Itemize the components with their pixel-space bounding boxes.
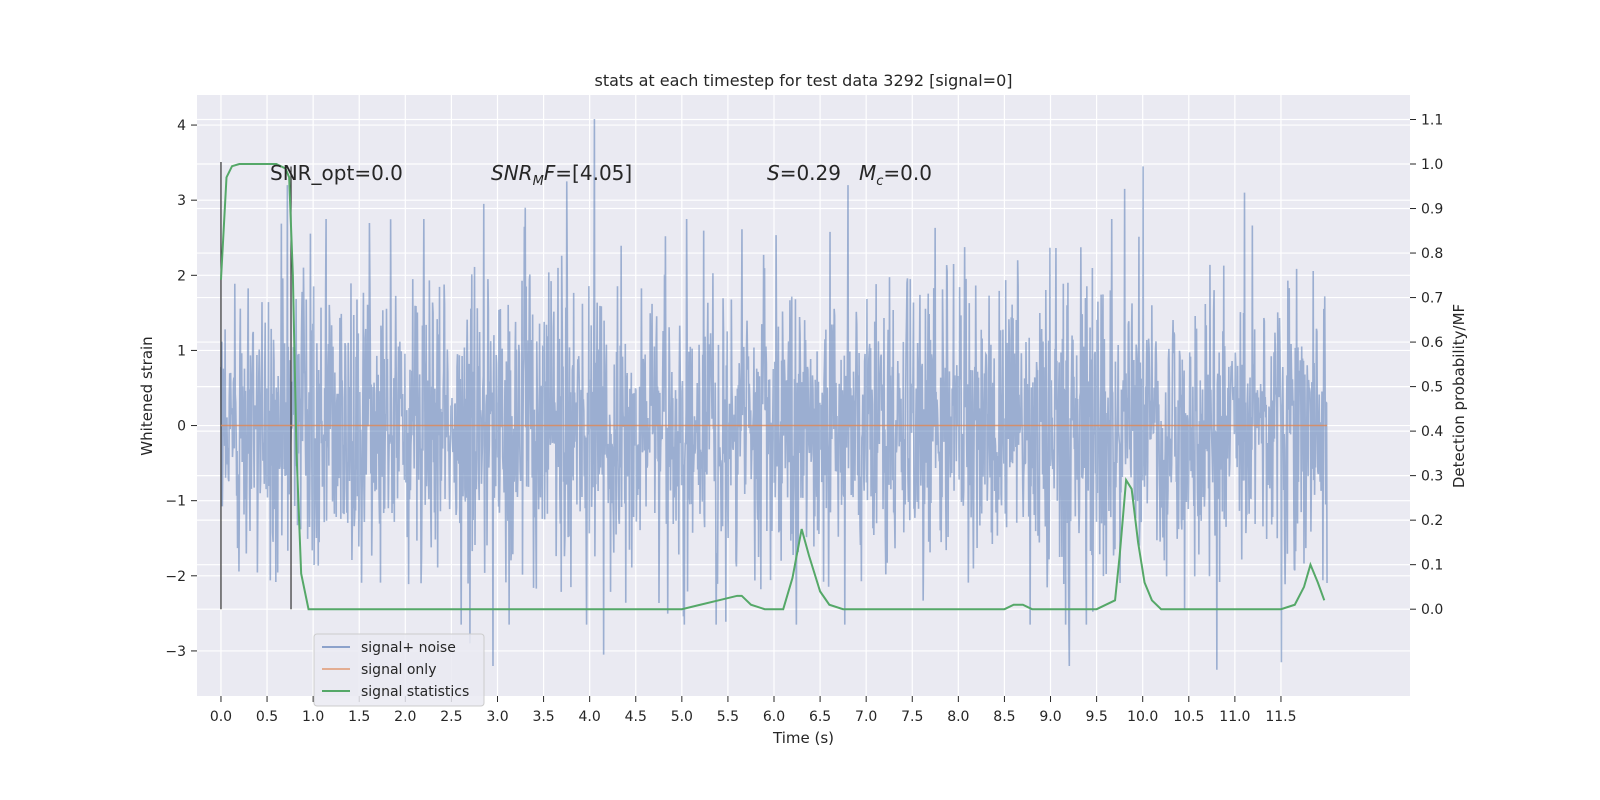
x-tick-label: 2.0: [394, 709, 416, 725]
x-tick-label: 0.0: [210, 709, 232, 725]
y2-tick-label: 0.2: [1421, 513, 1443, 529]
annotation-s-stat-value: =0.29: [780, 161, 841, 185]
y2-tick-label: 0.1: [1421, 558, 1443, 574]
x-tick-label: 3.5: [532, 709, 554, 725]
y-tick-label: 1: [177, 343, 186, 359]
x-tick-label: 9.5: [1085, 709, 1107, 725]
y2-tick-label: 1.1: [1421, 112, 1443, 128]
x-tick-label: 4.5: [625, 709, 647, 725]
x-tick-label: 1.0: [302, 709, 324, 725]
y-tick-label: −1: [165, 494, 186, 510]
y-tick-label: 4: [177, 118, 186, 134]
x-tick-label: 8.0: [947, 709, 969, 725]
legend-label-stats: signal statistics: [361, 684, 469, 700]
annotation-mc: Mc=0.0: [859, 161, 932, 189]
y2-tick-label: 1.0: [1421, 157, 1443, 173]
y2-tick-label: 0.3: [1421, 469, 1443, 485]
y2-tick-label: 0.5: [1421, 380, 1443, 396]
legend-box: [313, 633, 485, 707]
x-tick-label: 4.0: [579, 709, 601, 725]
annotation-s-stat: S=0.29: [767, 161, 841, 185]
y2-tick-label: 0.7: [1421, 291, 1443, 307]
legend-label-noise: signal+ noise: [361, 640, 456, 656]
svg-text:Mc=0.0: Mc=0.0: [859, 161, 932, 189]
annotation-snr-mf: SNRMF=[4.05]: [491, 161, 632, 189]
x-tick-label: 10.5: [1173, 709, 1204, 725]
legend-label-signal-only: signal only: [361, 662, 436, 678]
legend: signal+ noise signal only signal statist…: [313, 633, 485, 707]
x-tick-label: 10.0: [1127, 709, 1158, 725]
y-tick-label: −3: [165, 644, 186, 660]
svg-text:SNRMF=[4.05]: SNRMF=[4.05]: [491, 161, 632, 189]
annotation-mc-value: =0.0: [883, 161, 932, 185]
annotation-snr-mf-value: =[4.05]: [555, 161, 632, 185]
y2-axis-label: Detection probability/MF: [1450, 304, 1468, 488]
x-tick-label: 11.0: [1219, 709, 1250, 725]
x-tick-label: 8.5: [993, 709, 1015, 725]
chart-title: stats at each timestep for test data 329…: [594, 71, 1012, 90]
y-tick-label: 2: [177, 268, 186, 284]
y2-tick-label: 0.9: [1421, 202, 1443, 218]
x-tick-label: 0.5: [256, 709, 278, 725]
x-tick-label: 7.0: [855, 709, 877, 725]
x-axis-label: Time (s): [772, 729, 834, 747]
y2-tick-label: 0.0: [1421, 602, 1443, 618]
y-tick-label: −2: [165, 569, 186, 585]
x-tick-label: 5.5: [717, 709, 739, 725]
x-tick-label: 5.0: [671, 709, 693, 725]
x-tick-label: 3.0: [486, 709, 508, 725]
x-tick-label: 9.0: [1039, 709, 1061, 725]
series-stats-line: [219, 163, 1326, 611]
y-tick-label: 0: [177, 419, 186, 435]
x-tick-label: 2.5: [440, 709, 462, 725]
y-axis-label: Whitened strain: [138, 336, 156, 455]
x-tick-label: 6.5: [809, 709, 831, 725]
y2-tick-label: 0.8: [1421, 246, 1443, 262]
x-tick-label: 11.5: [1265, 709, 1296, 725]
y2-tick-label: 0.6: [1421, 335, 1443, 351]
annotation-snr-opt: SNR_opt=0.0: [270, 161, 403, 185]
y-tick-label: 3: [177, 193, 186, 209]
x-tick-label: 1.5: [348, 709, 370, 725]
x-tick-label: 6.0: [763, 709, 785, 725]
svg-text:S=0.29: S=0.29: [767, 161, 841, 185]
y2-tick-label: 0.4: [1421, 424, 1443, 440]
x-tick-label: 7.5: [901, 709, 923, 725]
